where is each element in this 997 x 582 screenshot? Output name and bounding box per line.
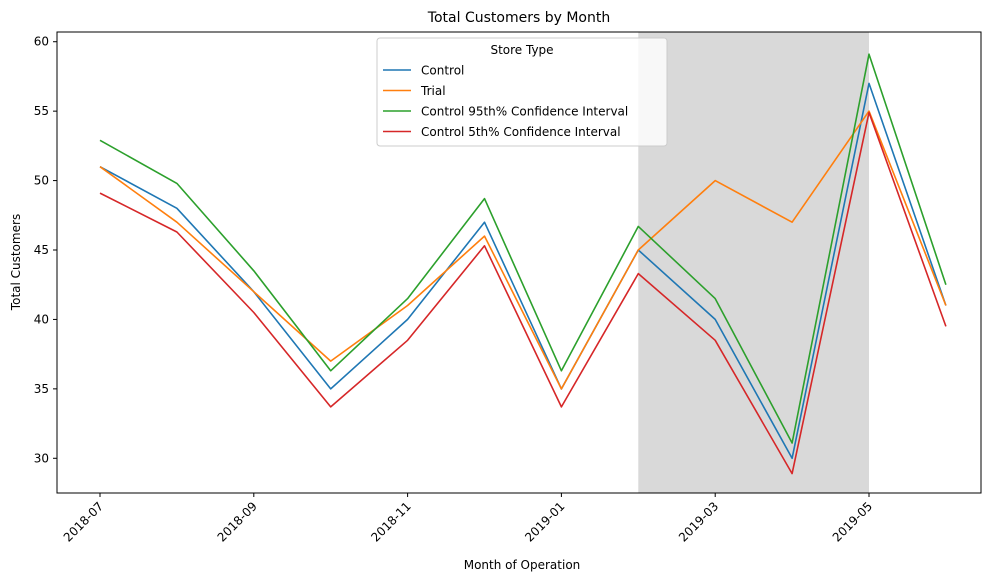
series-layer bbox=[99, 53, 947, 475]
legend-label-trial: Trial bbox=[420, 84, 446, 98]
series-line-control bbox=[99, 82, 947, 460]
chart-title: Total Customers by Month bbox=[427, 10, 610, 26]
legend-box bbox=[376, 37, 668, 147]
series-line-control-5th-confidence-interval bbox=[99, 111, 947, 475]
y-tick-label: 55 bbox=[34, 104, 49, 118]
shaded-region-layer bbox=[638, 32, 869, 493]
legend-label-control-5th-confidence-interval: Control 5th% Confidence Interval bbox=[421, 125, 621, 139]
legend-label-control: Control bbox=[421, 64, 464, 78]
y-axis-label: Total Customers bbox=[9, 214, 23, 311]
plot-frame bbox=[56, 31, 982, 494]
y-tick-label: 40 bbox=[34, 312, 49, 326]
y-tick-label: 45 bbox=[34, 243, 49, 257]
series-line-trial bbox=[99, 110, 947, 390]
y-tick-label: 35 bbox=[34, 382, 49, 396]
y-tick-label: 60 bbox=[34, 35, 49, 49]
legend-label-control-95th-confidence-interval: Control 95th% Confidence Interval bbox=[421, 105, 628, 119]
trial-period-shade bbox=[638, 32, 869, 493]
legend: Store Type Control Trial Control 95th% Con… bbox=[376, 37, 668, 147]
legend-items: Control Trial Control 95th% Confidence Int… bbox=[383, 64, 628, 139]
x-axis-label: Month of Operation bbox=[464, 558, 581, 572]
series-line-control-95th-confidence-interval bbox=[99, 53, 947, 444]
y-tick-label: 50 bbox=[34, 174, 49, 188]
y-tick-label: 30 bbox=[34, 451, 49, 465]
legend-title: Store Type bbox=[490, 43, 553, 57]
